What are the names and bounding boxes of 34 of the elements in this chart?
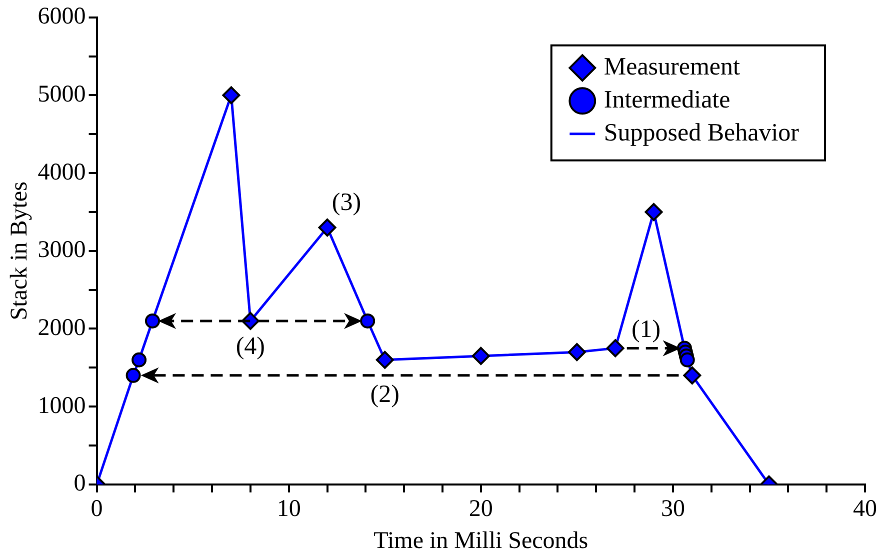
x-axis-title: Time in Milli Seconds (374, 528, 588, 554)
point (126, 368, 141, 383)
annotation: (3) (332, 188, 362, 217)
y-tick-label: 4000 (38, 159, 86, 186)
point (606, 339, 624, 358)
x-tick-label: 30 (660, 496, 685, 522)
point (644, 202, 663, 221)
point (132, 352, 147, 368)
y-tick-label: 2000 (38, 315, 86, 342)
annotation: (4) (236, 332, 266, 361)
legend-label: Supposed Behavior (604, 119, 800, 146)
annotation: (1) (631, 316, 661, 344)
point (144, 313, 160, 328)
point (568, 343, 586, 362)
annotation: (2) (370, 380, 400, 409)
point (683, 366, 702, 384)
y-tick-label: 5000 (38, 82, 86, 108)
y-tick-label: 1000 (38, 392, 86, 419)
x-tick-label: 10 (276, 496, 301, 522)
legend-label: Measurement (604, 53, 740, 80)
y-tick-label: 0 (74, 470, 86, 497)
legend-label: Intermediate (604, 86, 730, 114)
x-tick-label: 40 (853, 496, 877, 522)
point (222, 86, 240, 104)
y-tick-label: 6000 (38, 4, 86, 30)
y-tick-label: 3000 (38, 237, 86, 264)
point (680, 352, 695, 368)
point (318, 218, 336, 237)
y-axis-title: Stack in Bytes (6, 182, 33, 320)
x-tick-label: 0 (90, 496, 103, 522)
point (376, 350, 394, 369)
point (472, 346, 490, 365)
x-tick-label: 20 (468, 496, 493, 522)
point (360, 313, 376, 328)
